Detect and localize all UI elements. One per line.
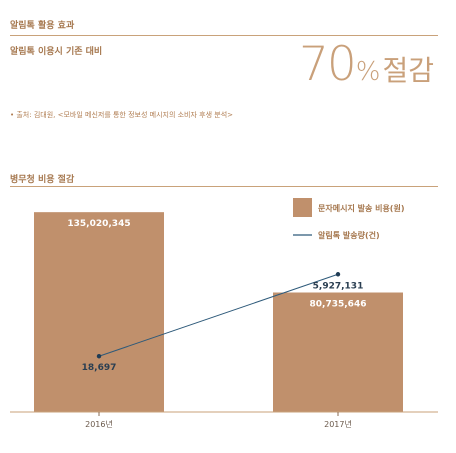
title-divider [10,35,438,36]
source-note: • 출처: 김대원, <모바일 메신저를 통한 정보성 메시지의 소비자 후생 … [10,111,234,119]
comparison-subtitle: 알림톡 이용시 기존 대비 [10,47,103,57]
savings-stat-percent: % [355,57,381,87]
line-point [335,272,341,277]
line-series [98,273,339,357]
x-tick-label: 2016년 [85,419,113,429]
chart-section-divider [10,186,438,187]
savings-stat-value: 70 [298,37,357,92]
savings-stat: 70 % 절감 [299,37,434,92]
legend-line-label: 알림톡 발송량(건) [318,230,380,240]
bar-value-label: 135,020,345 [67,219,130,229]
bar-value-label: 80,735,646 [310,300,367,310]
chart-section-title: 병무청 비용 절감 [10,175,75,185]
x-tick-label: 2017년 [324,419,352,429]
legend-bar-label: 문자메시지 발송 비용(원) [318,203,404,213]
line-value-label: 18,697 [82,363,117,373]
line-value-label: 5,927,131 [313,281,364,291]
line-point [96,354,102,359]
page-title: 알림톡 활용 효과 [10,21,75,31]
bar-2017년 [273,292,403,412]
bar-2016년 [34,212,164,412]
legend-bar-swatch [293,198,312,217]
savings-stat-unit: 절감 [382,54,434,87]
